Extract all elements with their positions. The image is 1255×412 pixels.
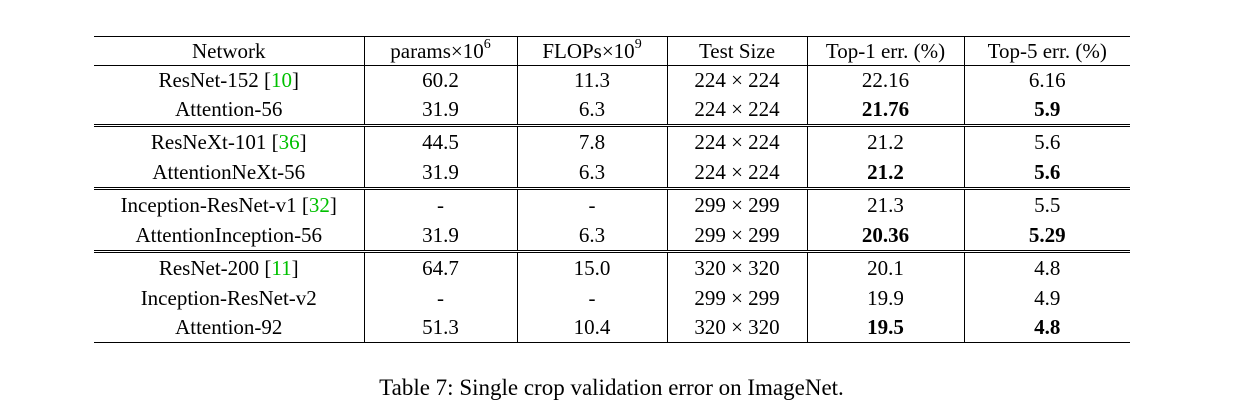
citation-link[interactable]: 11 — [271, 256, 292, 280]
cell-top1: 19.5 — [806, 313, 964, 343]
header-top5: Top-5 err. (%) — [963, 36, 1130, 66]
header-network: Network — [94, 36, 364, 66]
cell-network: Inception-ResNet-v1 [32] — [94, 187, 364, 221]
cell-params: 31.9 — [363, 158, 517, 189]
results-table: Network params×106 FLOPs×109 Test Size T… — [94, 36, 1130, 343]
cell-top1: 20.36 — [806, 221, 964, 252]
cell-test-size: 224 × 224 — [666, 65, 807, 95]
cell-top1: 21.76 — [806, 95, 964, 126]
table-caption: Table 7: Single crop validation error on… — [379, 375, 844, 400]
table-row: Inception-ResNet-v2- -299 × 299 19.9 4.9 — [94, 284, 1130, 313]
cell-flops: - — [516, 284, 667, 313]
cell-top1: 20.1 — [806, 250, 964, 284]
cell-top1: 21.2 — [806, 158, 964, 189]
citation-link[interactable]: 32 — [308, 193, 330, 217]
network-name: Inception-ResNet-v2 — [140, 286, 317, 310]
table-row: AttentionInception-56 31.9 6.3 299 × 299 20.… — [94, 221, 1130, 252]
table-body: ResNet-152 [10] 60.2 11.3 224 × 224 22.16 6.1… — [94, 65, 1130, 343]
citation-link[interactable]: 10 — [271, 68, 293, 92]
cell-flops: 6.3 — [516, 158, 667, 189]
cell-params: - — [363, 187, 517, 221]
cell-test-size: 299 × 299 — [666, 221, 807, 252]
table-row: ResNet-200 [11] 64.7 15.0 320 × 320 20.1 4.8 — [94, 250, 1130, 284]
cell-flops: 7.8 — [516, 124, 667, 158]
table-header-row: Network params×106 FLOPs×109 Test Size T… — [94, 36, 1130, 66]
cell-test-size: 320 × 320 — [666, 250, 807, 284]
citation-bracket: ] — [329, 193, 337, 217]
cell-network: Attention-56 — [94, 95, 364, 126]
cell-top1: 22.16 — [806, 65, 964, 95]
cell-flops: 11.3 — [516, 65, 667, 95]
cell-top5: 4.8 — [963, 250, 1130, 284]
cell-network: AttentionInception-56 — [94, 221, 364, 252]
network-name: AttentionInception-56 — [135, 223, 323, 247]
citation-bracket: ] — [292, 68, 300, 92]
network-name: Inception-ResNet-v1 [ — [120, 193, 309, 217]
network-name: ResNet-200 [ — [158, 256, 272, 280]
table-row: AttentionNeXt-56 31.9 6.3 224 × 224 21.2 5.6 — [94, 158, 1130, 189]
cell-network: ResNet-200 [11] — [94, 250, 364, 284]
header-top1: Top-1 err. (%) — [806, 36, 964, 66]
table-row: Attention-92 51.3 10.4 320 × 320 19.5 4.8 — [94, 313, 1130, 343]
cell-flops: 6.3 — [516, 95, 667, 126]
cell-params: - — [363, 284, 517, 313]
network-name: ResNeXt-101 [ — [150, 130, 279, 154]
header-flops: FLOPs×109 — [516, 36, 667, 66]
header-params-label: params×10 — [390, 39, 484, 63]
cell-flops: 6.3 — [516, 221, 667, 252]
cell-top1: 21.3 — [806, 187, 964, 221]
cell-network: ResNeXt-101 [36] — [94, 124, 364, 158]
table-row: ResNet-152 [10] 60.2 11.3 224 × 224 22.16 6.1… — [94, 65, 1130, 95]
cell-params: 44.5 — [363, 124, 517, 158]
cell-network: Attention-92 — [94, 313, 364, 343]
table-row: ResNeXt-101 [36] 44.5 7.8 224 × 224 21.2 5.6 — [94, 124, 1130, 158]
cell-top1: 19.9 — [806, 284, 964, 313]
cell-test-size: 299 × 299 — [666, 187, 807, 221]
cell-params: 31.9 — [363, 95, 517, 126]
cell-top5: 4.8 — [963, 313, 1130, 343]
citation-link[interactable]: 36 — [278, 130, 300, 154]
cell-network: Inception-ResNet-v2 — [94, 284, 364, 313]
cell-network: ResNet-152 [10] — [94, 65, 364, 95]
cell-flops: 15.0 — [516, 250, 667, 284]
citation-bracket: ] — [299, 130, 307, 154]
cell-params: 31.9 — [363, 221, 517, 252]
network-name: Attention-92 — [175, 315, 283, 339]
header-test-size: Test Size — [666, 36, 807, 66]
cell-params: 60.2 — [363, 65, 517, 95]
cell-test-size: 224 × 224 — [666, 124, 807, 158]
cell-test-size: 224 × 224 — [666, 95, 807, 126]
results-table-container: Network params×106 FLOPs×109 Test Size T… — [94, 36, 1130, 343]
cell-top5: 5.9 — [963, 95, 1130, 126]
cell-top5: 5.6 — [963, 124, 1130, 158]
cell-top5: 5.5 — [963, 187, 1130, 221]
header-flops-label: FLOPs×10 — [542, 39, 635, 63]
cell-network: AttentionNeXt-56 — [94, 158, 364, 189]
citation-bracket: ] — [291, 256, 299, 280]
cell-params: 51.3 — [363, 313, 517, 343]
cell-top5: 6.16 — [963, 65, 1130, 95]
network-name: AttentionNeXt-56 — [152, 160, 306, 184]
cell-flops: 10.4 — [516, 313, 667, 343]
cell-test-size: 299 × 299 — [666, 284, 807, 313]
header-flops-exponent: 9 — [634, 37, 642, 52]
cell-params: 64.7 — [363, 250, 517, 284]
header-params-exponent: 6 — [483, 37, 491, 52]
cell-test-size: 224 × 224 — [666, 158, 807, 189]
network-name: Attention-56 — [175, 97, 283, 121]
cell-top1: 21.2 — [806, 124, 964, 158]
cell-flops: - — [516, 187, 667, 221]
cell-test-size: 320 × 320 — [666, 313, 807, 343]
table-row: Attention-56 31.9 6.3 224 × 224 21.76 5.9 — [94, 95, 1130, 126]
network-name: ResNet-152 [ — [158, 68, 272, 92]
cell-top5: 5.6 — [963, 158, 1130, 189]
header-params: params×106 — [363, 36, 517, 66]
cell-top5: 4.9 — [963, 284, 1130, 313]
cell-top5: 5.29 — [963, 221, 1130, 252]
table-row: Inception-ResNet-v1 [32] - -299 × 299 21.3 5… — [94, 187, 1130, 221]
